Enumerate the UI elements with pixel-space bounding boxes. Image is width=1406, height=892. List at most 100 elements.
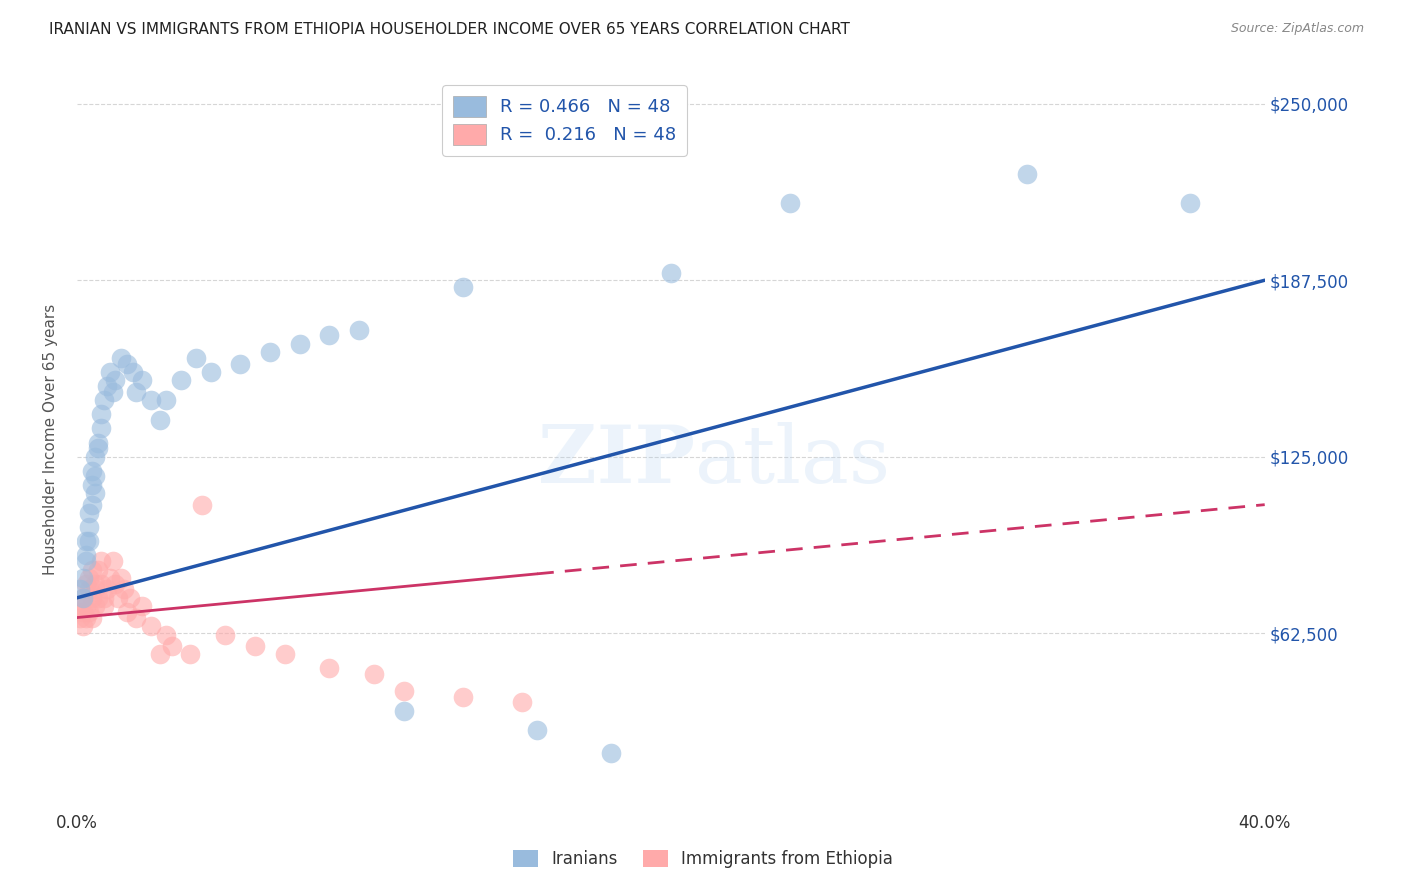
Point (288, 336, 311, 351)
Point (170, 374, 193, 388)
Legend: R = 0.466   N = 48, R =  0.216   N = 48: R = 0.466 N = 48, R = 0.216 N = 48 (443, 85, 688, 155)
Point (69, 582, 91, 597)
Point (155, 393, 177, 408)
Point (184, 351, 207, 365)
Point (72, 591, 94, 605)
Point (75, 599, 97, 614)
Point (110, 571, 132, 585)
Point (83, 469, 105, 483)
Legend: Iranians, Immigrants from Ethiopia: Iranians, Immigrants from Ethiopia (506, 843, 900, 875)
Point (83, 582, 105, 597)
Point (104, 374, 127, 388)
Point (259, 345, 281, 359)
Point (229, 357, 252, 371)
Text: Source: ZipAtlas.com: Source: ZipAtlas.com (1230, 22, 1364, 36)
Point (659, 266, 682, 280)
Point (75, 554, 97, 568)
Point (72, 619, 94, 633)
Point (86, 591, 108, 605)
Point (190, 498, 212, 512)
Point (93, 591, 115, 605)
Point (69, 599, 91, 614)
Point (131, 599, 153, 614)
Point (347, 323, 370, 337)
Point (98, 365, 121, 379)
Text: atlas: atlas (695, 422, 890, 500)
Point (86, 435, 108, 450)
Point (75, 576, 97, 591)
Point (90, 421, 112, 435)
Point (101, 384, 124, 399)
Point (510, 695, 533, 709)
Point (392, 704, 415, 718)
Point (83, 486, 105, 500)
Point (80, 563, 103, 577)
Point (96, 582, 118, 597)
Point (75, 534, 97, 549)
Point (392, 684, 415, 698)
Point (318, 328, 340, 343)
Point (72, 591, 94, 605)
Point (83, 450, 105, 464)
Point (112, 582, 135, 597)
Point (77, 582, 100, 597)
Point (77, 534, 100, 549)
Point (80, 498, 103, 512)
Point (122, 365, 145, 379)
Point (77, 506, 100, 520)
Point (318, 661, 340, 675)
Point (80, 610, 103, 624)
Point (120, 591, 142, 605)
Point (363, 667, 385, 681)
Point (93, 393, 115, 408)
Text: IRANIAN VS IMMIGRANTS FROM ETHIOPIA HOUSEHOLDER INCOME OVER 65 YEARS CORRELATION: IRANIAN VS IMMIGRANTS FROM ETHIOPIA HOUS… (49, 22, 851, 37)
Point (72, 605, 94, 619)
Point (107, 591, 129, 605)
Y-axis label: Householder Income Over 65 years: Householder Income Over 65 years (44, 303, 58, 574)
Point (90, 554, 112, 568)
Point (90, 407, 112, 421)
Point (155, 627, 177, 641)
Point (77, 605, 100, 619)
Point (451, 280, 474, 294)
Point (75, 610, 97, 624)
Point (117, 605, 139, 619)
Point (90, 576, 112, 591)
Point (160, 639, 183, 653)
Point (1017, 167, 1039, 181)
Point (96, 379, 118, 393)
Point (131, 374, 153, 388)
Point (77, 520, 100, 534)
Point (104, 576, 127, 591)
Point (83, 576, 105, 591)
Point (200, 365, 222, 379)
Point (75, 549, 97, 563)
Point (139, 619, 162, 633)
Point (72, 571, 94, 585)
Point (526, 723, 548, 738)
Point (125, 610, 148, 624)
Point (69, 610, 91, 624)
Point (149, 413, 172, 427)
Point (274, 647, 297, 661)
Point (1180, 195, 1202, 210)
Point (139, 393, 162, 408)
Point (83, 599, 105, 614)
Point (80, 478, 103, 492)
Text: ZIP: ZIP (537, 422, 695, 500)
Point (214, 627, 236, 641)
Point (779, 195, 801, 210)
Point (125, 384, 148, 399)
Point (77, 571, 100, 585)
Point (179, 647, 201, 661)
Point (243, 639, 266, 653)
Point (80, 591, 103, 605)
Point (149, 647, 172, 661)
Point (600, 746, 623, 760)
Point (93, 599, 115, 614)
Point (98, 571, 121, 585)
Point (86, 441, 108, 455)
Point (117, 357, 139, 371)
Point (101, 554, 124, 568)
Point (110, 351, 132, 365)
